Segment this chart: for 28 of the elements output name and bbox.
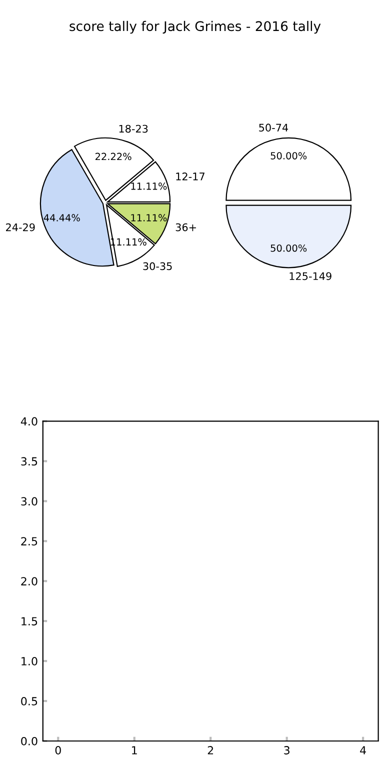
y-tick-label: 2.0 xyxy=(21,577,38,586)
y-tick-label: 3.0 xyxy=(21,497,38,506)
y-tick-label: 2.5 xyxy=(21,537,38,546)
y-tick-label: 1.5 xyxy=(22,617,38,626)
y-tick-label: 4.0 xyxy=(20,417,38,426)
x-tick-label: 1 xyxy=(132,746,137,754)
y-tick-label: 0.0 xyxy=(21,736,38,746)
slice-label: 24-29 xyxy=(6,223,35,232)
slice-label: 50-74 xyxy=(259,124,288,132)
x-tick-label: 2 xyxy=(208,746,214,754)
data-label: 22.22% xyxy=(95,152,132,160)
slice-label: 18-23 xyxy=(119,124,148,133)
x-tick-label: 4 xyxy=(360,746,366,754)
y-tick-label: 1.0 xyxy=(22,657,38,666)
y-tick-label: 3.5 xyxy=(21,457,38,466)
slice-label: 30-35 xyxy=(143,262,172,270)
y-tick-label: 0.5 xyxy=(21,697,38,706)
slice-label: 36+ xyxy=(176,223,196,232)
chart-title: score tally for Jack Grimes - 2016 tally xyxy=(70,20,321,34)
data-label: 11.11% xyxy=(131,182,167,190)
x-tick-label: 0 xyxy=(55,746,61,754)
slice-label: 12-17 xyxy=(176,172,204,180)
data-label: 50.00% xyxy=(270,244,307,252)
x-tick-label: 3 xyxy=(284,746,290,754)
data-label: 44.44% xyxy=(44,214,80,222)
data-label: 50.00% xyxy=(270,152,307,160)
slice-label: 125-149 xyxy=(290,272,332,280)
data-label: 11.11% xyxy=(131,214,167,222)
